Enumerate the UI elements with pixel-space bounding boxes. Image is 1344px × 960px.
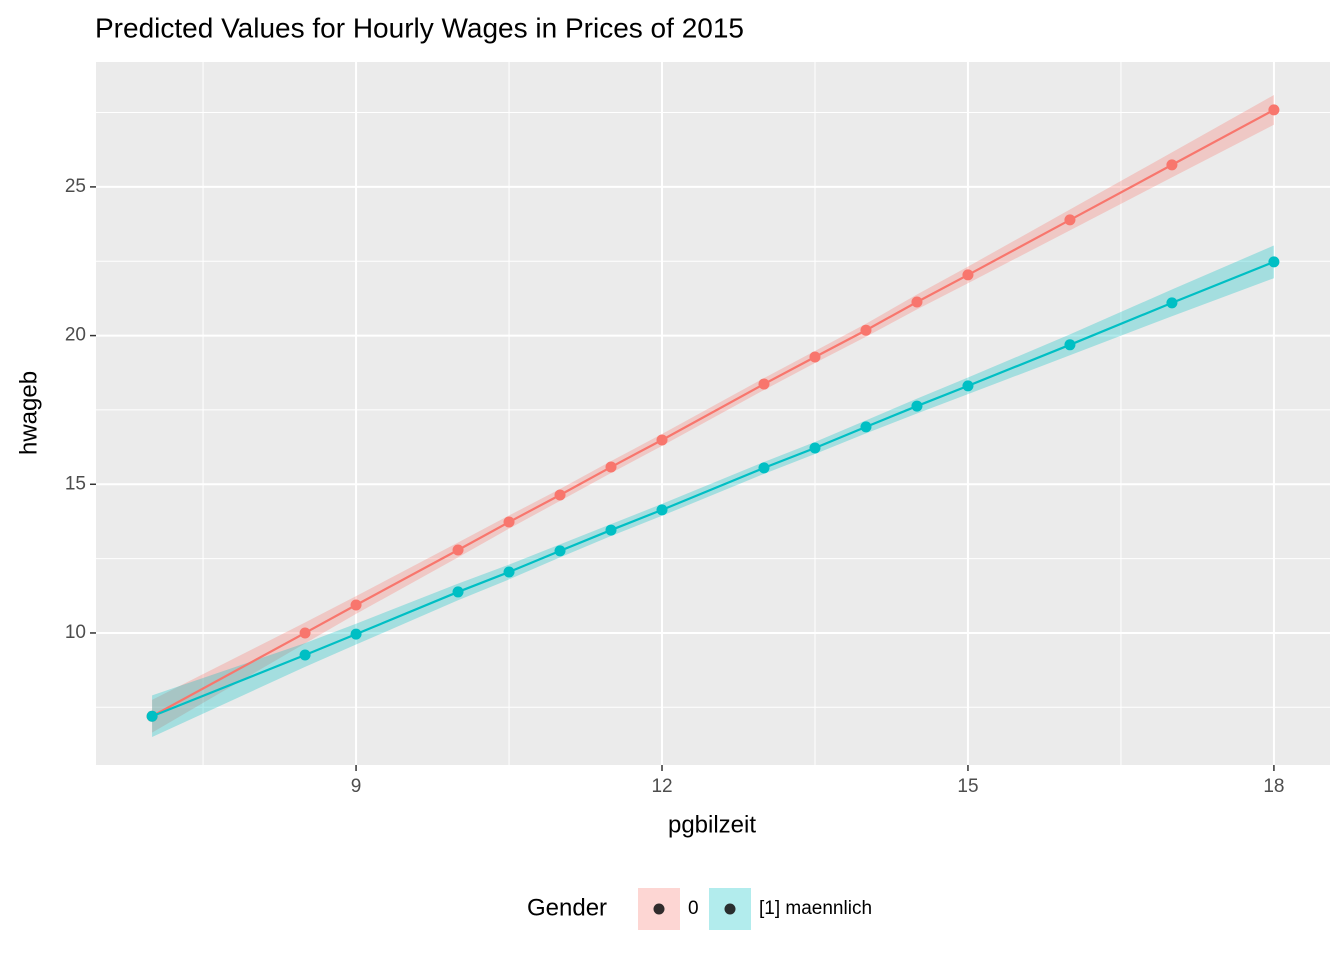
confidence-band (152, 95, 1274, 733)
data-point (554, 545, 566, 557)
data-point (809, 442, 821, 454)
data-point (350, 628, 362, 640)
data-point (554, 489, 566, 501)
data-point (962, 269, 974, 281)
series-line (151, 108, 1275, 718)
data-point (1268, 256, 1280, 268)
legend-dot (724, 903, 736, 915)
x-tick-label: 15 (957, 776, 978, 797)
chart-title: Predicted Values for Hourly Wages in Pri… (95, 12, 744, 43)
data-point (1166, 297, 1178, 309)
confidence-band (152, 245, 1274, 738)
data-point (758, 378, 770, 390)
data-point (1064, 339, 1076, 351)
data-point (452, 544, 464, 556)
data-point (860, 421, 872, 433)
x-axis-label: pgbilzeit (668, 811, 756, 838)
data-point (503, 516, 515, 528)
data-point (962, 380, 974, 392)
plot-panel (96, 62, 1330, 765)
data-point (911, 296, 923, 308)
x-tick-label: 9 (351, 776, 362, 797)
data-point (1166, 159, 1178, 171)
y-tick-label: 25 (65, 176, 86, 197)
data-point (1268, 104, 1280, 116)
data-point (1064, 214, 1076, 226)
y-axis-label: hwageb (15, 371, 42, 455)
data-point (656, 434, 668, 446)
data-point (911, 400, 923, 412)
series-line (151, 260, 1275, 718)
legend-label: 0 (688, 898, 699, 919)
data-point (503, 566, 515, 578)
data-point (350, 599, 362, 611)
data-point (299, 649, 311, 661)
data-point (605, 524, 617, 536)
data-point (860, 324, 872, 336)
legend-label: [1] maennlich (759, 898, 872, 919)
x-tick-label: 12 (651, 776, 672, 797)
data-point (299, 627, 311, 639)
data-point (758, 462, 770, 474)
data-point (146, 710, 158, 722)
data-point (605, 461, 617, 473)
y-tick-label: 15 (65, 473, 86, 494)
data-point (656, 504, 668, 516)
legend-title: Gender (527, 894, 607, 921)
data-point (452, 586, 464, 598)
x-tick-label: 18 (1263, 776, 1284, 797)
data-point (809, 351, 821, 363)
legend-dot (653, 903, 665, 915)
y-tick-label: 20 (65, 325, 86, 346)
y-tick-label: 10 (65, 622, 86, 643)
